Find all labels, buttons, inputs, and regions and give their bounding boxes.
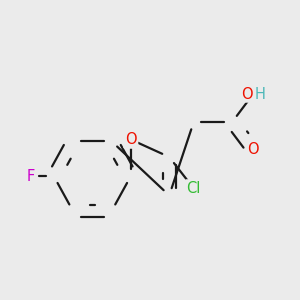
Text: O: O [242,87,253,102]
Text: Cl: Cl [187,181,201,196]
Text: F: F [27,169,35,184]
Text: O: O [125,132,136,147]
Text: O: O [247,142,259,158]
Text: H: H [255,87,266,102]
